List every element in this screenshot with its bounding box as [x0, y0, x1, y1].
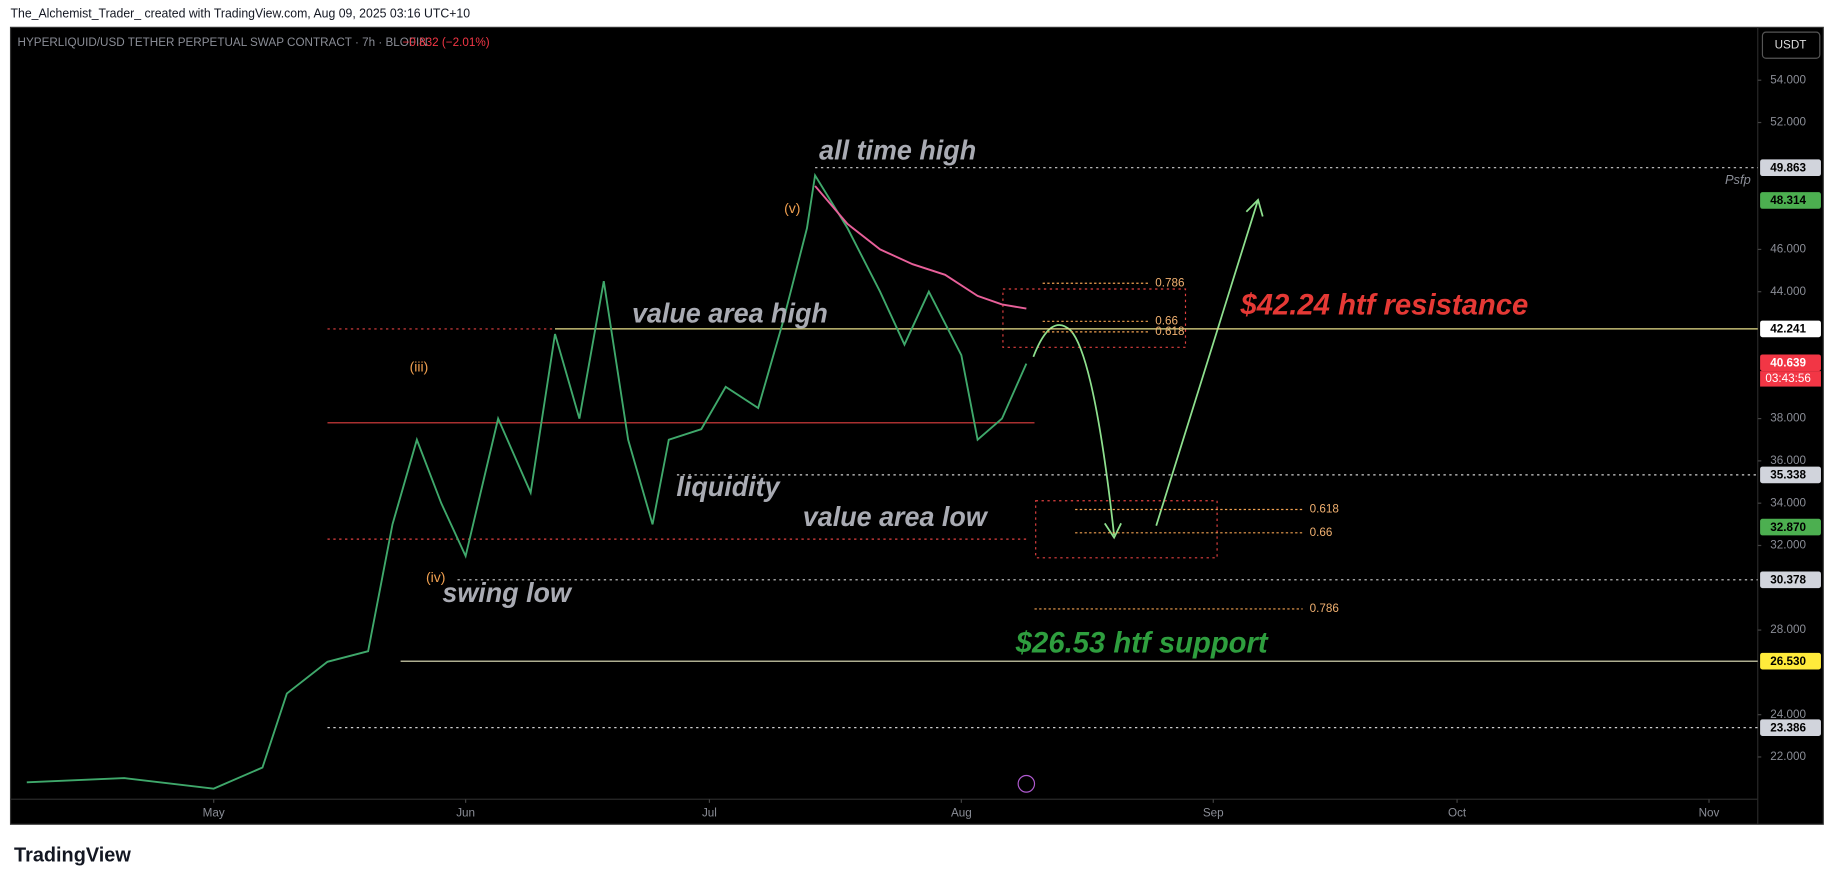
- arrow-head: [1245, 198, 1264, 217]
- wave-label: (v): [784, 200, 800, 216]
- annotation: Psfp: [1725, 172, 1751, 187]
- annotation: value area high: [632, 297, 828, 328]
- price-tag-label: 32.870: [1770, 521, 1806, 534]
- price-tag-label: 48.314: [1770, 194, 1806, 207]
- y-tick-label: 38.000: [1770, 412, 1806, 425]
- y-tick-label: 24.000: [1770, 708, 1806, 721]
- price-tag: [1760, 571, 1821, 589]
- annotation: $26.53 htf support: [1015, 626, 1269, 659]
- fib-label: 0.786: [1155, 276, 1185, 289]
- y-tick-label: 46.000: [1770, 242, 1806, 255]
- price-tag: [1760, 518, 1821, 536]
- fib-label: 0.786: [1310, 602, 1340, 615]
- price-tag: [1760, 159, 1821, 177]
- annotation: value area low: [803, 501, 989, 532]
- annotation: liquidity: [676, 471, 781, 502]
- price-tag: [1760, 652, 1821, 670]
- annotation: all time high: [819, 134, 976, 165]
- currency-button[interactable]: [1761, 31, 1821, 59]
- countdown-bg: [1760, 371, 1821, 387]
- header: The_Alchemist_Trader_ created with Tradi…: [11, 6, 471, 20]
- countdown: 03:43:56: [1765, 372, 1811, 385]
- annotation: swing low: [442, 577, 572, 608]
- arrow-head: [1104, 522, 1122, 540]
- y-tick-label: 28.000: [1770, 623, 1806, 636]
- symbol-info: HYPERLIQUID/USD TETHER PERPETUAL SWAP CO…: [18, 36, 428, 49]
- price-tag: [1760, 354, 1821, 372]
- price-tag-label: 35.338: [1770, 469, 1806, 482]
- fib-label: 0.66: [1310, 526, 1333, 539]
- lightning-icon[interactable]: [1017, 774, 1036, 793]
- price-line: [814, 185, 1027, 310]
- price-tag-label: 49.863: [1770, 161, 1806, 174]
- y-tick-label: 36.000: [1770, 454, 1806, 467]
- price-tag-label: 40.639: [1770, 356, 1806, 369]
- fib-box: [1035, 500, 1218, 559]
- y-tick-label: 54.000: [1770, 73, 1806, 86]
- price-tag: [1760, 320, 1821, 338]
- chart-pane: [9, 26, 1824, 825]
- annotation: $42.24 htf resistance: [1240, 289, 1529, 322]
- y-tick-label: 44.000: [1770, 285, 1806, 298]
- fib-label: 0.618: [1310, 503, 1340, 516]
- x-tick-label: Jun: [456, 807, 475, 820]
- x-tick-label: Oct: [1448, 807, 1467, 820]
- currency-label[interactable]: USDT: [1775, 38, 1807, 51]
- arrow-path: [1032, 324, 1115, 536]
- y-tick-label: 22.000: [1770, 750, 1806, 763]
- x-tick-label: Sep: [1203, 807, 1224, 820]
- x-tick-label: Aug: [951, 807, 972, 820]
- x-tick-label: May: [203, 807, 225, 820]
- price-tag-label: 42.241: [1770, 323, 1806, 336]
- price-tag: [1760, 192, 1821, 209]
- logo: TradingView: [14, 845, 131, 867]
- y-tick-label: 52.000: [1770, 116, 1806, 129]
- x-tick-label: Jul: [702, 807, 717, 820]
- price-tag: [1760, 466, 1821, 484]
- y-tick-label: 34.000: [1770, 496, 1806, 509]
- price-tag-label: 26.530: [1770, 655, 1806, 668]
- price-line: [26, 172, 1028, 790]
- price-change: −0.832 (−2.01%): [403, 36, 490, 49]
- price-tag: [1760, 719, 1821, 736]
- price-tag-label: 30.378: [1770, 573, 1806, 586]
- wave-label: (iii): [410, 358, 429, 374]
- y-tick-label: 32.000: [1770, 539, 1806, 552]
- arrow-path: [1155, 199, 1259, 526]
- x-tick-label: Nov: [1699, 807, 1720, 820]
- fib-box: [1002, 288, 1187, 348]
- fib-label: 0.66: [1155, 314, 1178, 327]
- price-tag-label: 23.386: [1770, 721, 1806, 734]
- fib-label: 0.618: [1155, 325, 1185, 338]
- wave-label: (iv): [426, 569, 445, 585]
